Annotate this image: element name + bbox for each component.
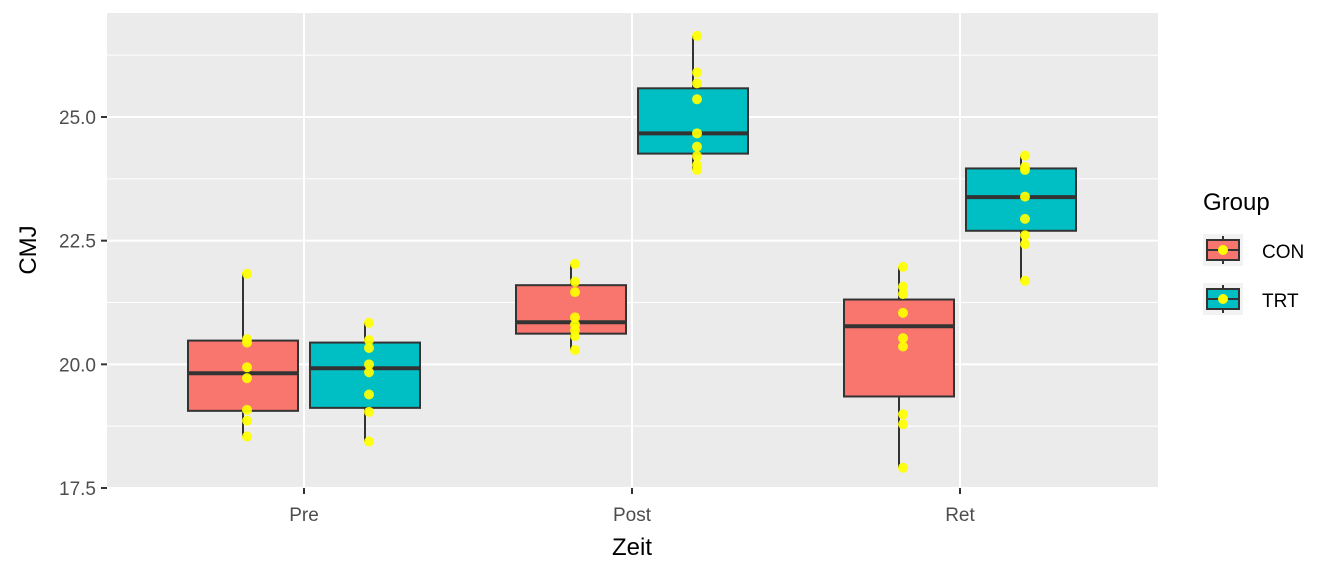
data-point xyxy=(570,312,580,323)
legend-point xyxy=(1218,294,1228,304)
data-point xyxy=(1020,230,1030,241)
y-tick-label: 17.5 xyxy=(59,479,96,500)
box-con-post xyxy=(515,258,627,355)
data-point xyxy=(1020,213,1030,224)
data-point xyxy=(242,431,252,442)
data-point xyxy=(1020,164,1030,175)
data-point xyxy=(692,164,702,175)
data-point xyxy=(692,67,702,78)
data-point xyxy=(692,151,702,162)
data-point xyxy=(1020,150,1030,161)
legend-label: TRT xyxy=(1262,291,1299,312)
data-point xyxy=(898,281,908,292)
legend-label: CON xyxy=(1262,242,1304,263)
legend: Group CON TRT xyxy=(1203,189,1304,315)
legend-item-con: CON xyxy=(1203,234,1304,266)
data-point xyxy=(898,261,908,272)
data-point xyxy=(364,389,374,400)
data-point xyxy=(1020,191,1030,202)
data-point xyxy=(364,367,374,378)
data-point xyxy=(692,30,702,41)
y-tick-label: 25.0 xyxy=(59,108,96,129)
data-point xyxy=(242,362,252,373)
data-point xyxy=(898,409,908,420)
data-point xyxy=(242,268,252,279)
y-axis-title: CMJ xyxy=(15,225,42,274)
data-point xyxy=(570,287,580,298)
data-point xyxy=(570,344,580,355)
box-trt-ret xyxy=(965,150,1077,286)
data-point xyxy=(242,337,252,348)
data-point xyxy=(242,415,252,426)
data-point xyxy=(692,141,702,152)
legend-point xyxy=(1218,245,1228,255)
data-point xyxy=(364,335,374,346)
data-point xyxy=(692,94,702,105)
x-tick-label: Ret xyxy=(945,505,975,526)
x-axis-title: Zeit xyxy=(612,534,652,561)
box-con-pre xyxy=(187,268,299,442)
y-tick-label: 22.5 xyxy=(59,232,96,253)
data-point xyxy=(898,341,908,352)
y-axis: 17.5 20.0 22.5 25.0 xyxy=(59,108,107,500)
y-tick-label: 20.0 xyxy=(59,355,96,376)
data-point xyxy=(242,373,252,384)
legend-title: Group xyxy=(1203,189,1270,216)
data-point xyxy=(1020,239,1030,250)
data-point xyxy=(692,128,702,139)
x-axis: Pre Post Ret xyxy=(289,488,975,526)
data-point xyxy=(364,359,374,370)
legend-item-trt: TRT xyxy=(1203,283,1299,315)
box-con-ret xyxy=(843,261,955,473)
data-point xyxy=(364,317,374,328)
data-point xyxy=(364,343,374,354)
data-point xyxy=(898,419,908,430)
data-point xyxy=(364,436,374,447)
data-point xyxy=(570,331,580,342)
data-point xyxy=(898,289,908,300)
data-point xyxy=(898,307,908,318)
data-point xyxy=(898,462,908,473)
data-point xyxy=(898,333,908,344)
box-trt-post xyxy=(637,30,749,175)
data-point xyxy=(1020,275,1030,286)
data-point xyxy=(570,276,580,287)
data-point xyxy=(692,78,702,89)
data-point xyxy=(242,404,252,415)
x-tick-label: Post xyxy=(613,505,652,526)
data-point xyxy=(364,406,374,417)
boxes xyxy=(187,30,1077,473)
gridlines xyxy=(107,13,1158,489)
box-trt-pre xyxy=(309,317,421,447)
data-point xyxy=(570,258,580,269)
x-tick-label: Pre xyxy=(289,505,319,526)
